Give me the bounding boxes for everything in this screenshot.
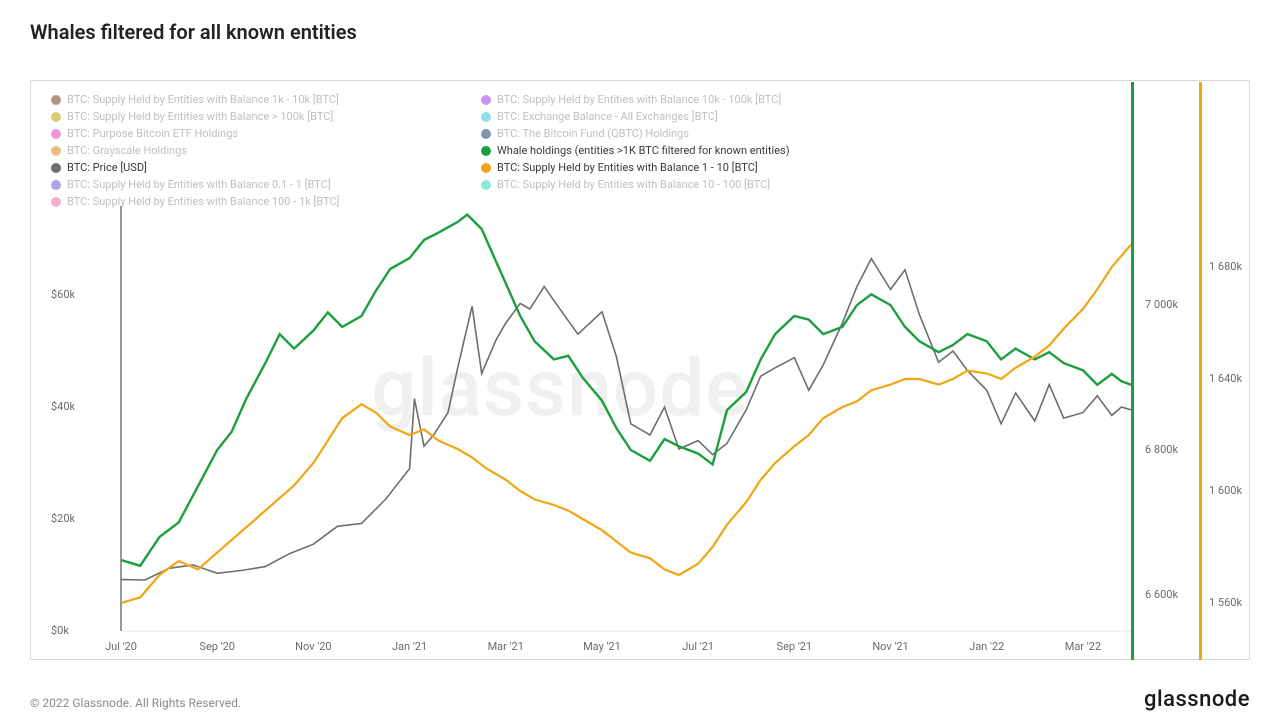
y-supply-tick: 1 600k (1209, 484, 1242, 497)
y-supply-tick: 1 680k (1209, 260, 1242, 273)
plot-svg (31, 81, 1249, 659)
y-price-tick: $0k (51, 624, 69, 637)
chart-frame: glassnode BTC: Supply Held by Entities w… (30, 80, 1250, 660)
x-tick: Jan '21 (392, 640, 427, 653)
x-tick: Sep '21 (777, 640, 813, 653)
x-tick: Jan '22 (969, 640, 1004, 653)
x-tick: May '21 (583, 640, 621, 653)
x-tick: Jul '21 (682, 640, 714, 653)
y-price-tick: $60k (51, 288, 75, 301)
x-tick: Nov '20 (295, 640, 331, 653)
y-whale-tick: 6 600k (1145, 588, 1178, 601)
y-price-tick: $40k (51, 400, 75, 413)
y-price-tick: $20k (51, 512, 75, 525)
brand-logo: glassnode (1144, 687, 1250, 712)
chart-title: Whales filtered for all known entities (30, 20, 357, 44)
x-tick: Jul '20 (105, 640, 137, 653)
y-supply-tick: 1 560k (1209, 596, 1242, 609)
right-axis-bar-orange (1199, 82, 1202, 660)
y-whale-tick: 6 800k (1145, 443, 1178, 456)
y-whale-tick: 7 000k (1145, 298, 1178, 311)
x-tick: Mar '22 (1065, 640, 1101, 653)
right-axis-bar-green (1131, 82, 1134, 660)
copyright-footer: © 2022 Glassnode. All Rights Reserved. (30, 696, 241, 710)
y-supply-tick: 1 640k (1209, 372, 1242, 385)
x-tick: Sep '20 (199, 640, 235, 653)
x-tick: Nov '21 (872, 640, 908, 653)
x-tick: Mar '21 (488, 640, 524, 653)
chart-card: Whales filtered for all known entities g… (0, 0, 1280, 720)
